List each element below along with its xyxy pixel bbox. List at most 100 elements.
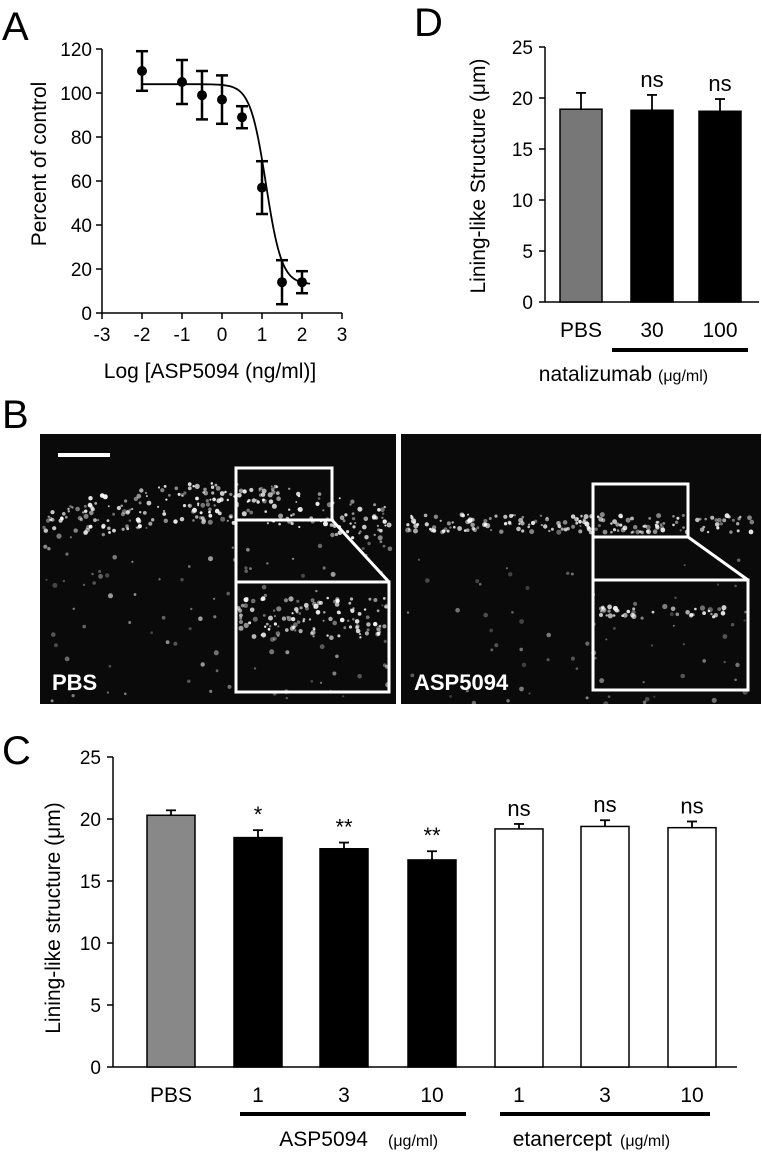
cell-dot xyxy=(602,529,608,535)
cell-dot xyxy=(278,513,284,519)
cell-dot xyxy=(424,522,429,527)
cell-dot xyxy=(98,570,102,573)
cell-dot xyxy=(249,607,255,613)
cell-dot xyxy=(107,526,111,531)
cell-dot xyxy=(213,650,219,656)
cell-dot xyxy=(296,599,300,603)
cell-dot xyxy=(630,612,635,618)
cell-dot xyxy=(377,508,381,512)
cell-dot xyxy=(276,606,282,612)
cell-dot xyxy=(570,514,576,519)
cell-dot xyxy=(451,521,454,524)
cell-dot xyxy=(192,485,195,488)
cell-dot xyxy=(453,525,456,529)
cell-dot xyxy=(315,501,320,506)
cell-dot xyxy=(376,524,379,528)
cell-dot xyxy=(128,519,132,522)
cell-dot xyxy=(689,613,694,617)
cell-dot xyxy=(271,503,277,509)
cell-dot xyxy=(575,521,579,525)
cell-dot xyxy=(736,522,740,526)
cell-dot xyxy=(240,603,245,608)
cell-dot xyxy=(234,718,239,723)
cell-dot xyxy=(154,715,157,719)
cell-dot xyxy=(298,525,301,529)
cell-dot xyxy=(262,498,267,504)
cell-dot xyxy=(276,634,280,637)
cell-dot xyxy=(570,656,575,661)
cell-dot xyxy=(67,507,70,511)
cell-dot xyxy=(616,529,620,532)
panel-a-point xyxy=(257,182,267,193)
cell-dot xyxy=(650,644,654,647)
cell-dot xyxy=(361,547,365,550)
cell-dot xyxy=(317,543,323,549)
cell-dot xyxy=(303,602,309,608)
cell-dot xyxy=(52,526,57,531)
cell-dot xyxy=(593,656,597,660)
cell-dot xyxy=(120,504,123,508)
panel-a-point xyxy=(217,94,227,105)
cell-dot xyxy=(219,491,225,496)
cell-dot xyxy=(571,524,576,529)
cell-dot xyxy=(313,606,316,609)
cell-dot xyxy=(357,506,363,512)
cell-dot xyxy=(163,509,166,513)
panel-d-significance: ns xyxy=(640,67,663,92)
cell-dot xyxy=(373,533,376,537)
panel-d-bar xyxy=(630,109,674,303)
panel-a-ytick-label: 100 xyxy=(60,84,92,105)
cell-dot xyxy=(735,662,740,668)
cell-dot xyxy=(112,512,116,516)
panel-d-bars: PBS 30 ns 100 ns xyxy=(559,67,742,342)
cell-dot xyxy=(642,681,645,684)
cell-dot xyxy=(201,519,206,525)
cell-dot xyxy=(297,507,303,512)
cell-dot xyxy=(277,625,280,628)
cell-dot xyxy=(607,609,611,613)
cell-dot xyxy=(373,598,378,602)
cell-dot xyxy=(633,525,638,530)
cell-dot xyxy=(278,522,281,526)
cell-dot xyxy=(77,515,83,521)
cell-dot xyxy=(423,513,428,518)
cell-dot xyxy=(209,498,212,501)
cell-dot xyxy=(165,498,168,501)
cell-dot xyxy=(69,536,72,539)
cell-dot xyxy=(521,662,527,668)
cell-dot xyxy=(675,612,680,617)
cell-dot xyxy=(197,502,200,505)
cell-dot xyxy=(475,579,480,584)
cell-dot xyxy=(410,673,415,678)
cell-dot xyxy=(144,491,148,495)
cell-dot xyxy=(261,488,267,494)
cell-dot xyxy=(187,486,192,491)
cell-dot xyxy=(315,589,318,593)
cell-dot xyxy=(69,505,72,508)
cell-dot xyxy=(50,699,54,703)
cell-dot xyxy=(124,692,127,696)
cell-dot xyxy=(711,697,717,703)
cell-dot xyxy=(187,503,192,508)
cell-dot xyxy=(599,613,603,617)
cell-dot xyxy=(261,584,267,590)
cell-dot xyxy=(160,488,165,493)
cell-dot xyxy=(349,597,354,601)
cell-dot xyxy=(90,507,95,512)
cell-dot xyxy=(329,635,334,640)
cell-dot xyxy=(653,695,656,698)
cell-dot xyxy=(530,520,536,526)
cell-dot xyxy=(210,485,215,489)
cell-dot xyxy=(82,511,85,514)
cell-dot xyxy=(88,496,93,501)
cell-dot xyxy=(342,519,346,523)
cell-dot xyxy=(605,638,608,641)
cell-dot xyxy=(612,626,616,630)
cell-dot xyxy=(683,564,686,567)
cell-dot xyxy=(574,517,579,522)
cell-dot xyxy=(244,569,248,573)
cell-dot xyxy=(136,493,142,499)
cell-dot xyxy=(260,492,266,497)
cell-dot xyxy=(642,700,647,705)
cell-dot xyxy=(586,526,592,532)
